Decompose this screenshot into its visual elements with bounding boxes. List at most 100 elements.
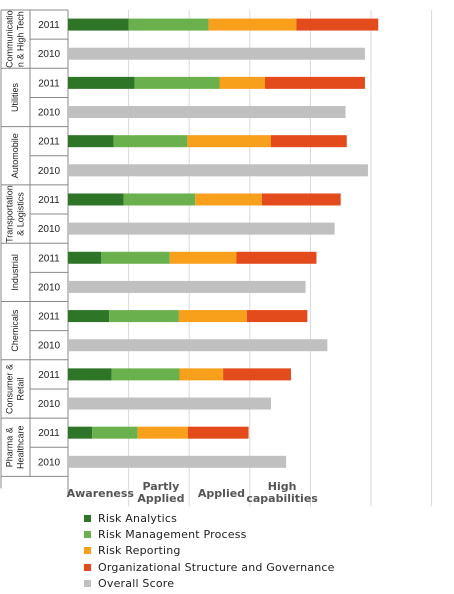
x-tick-label-line: Applied [137,492,184,505]
category-label: Industrial [10,254,20,291]
category-label-line: Consumer & [5,364,15,414]
bar-segment [68,193,124,206]
legend-swatch [84,514,91,522]
bar-overall [68,47,365,60]
year-label: 2010 [38,457,61,468]
bar-segment [208,18,297,31]
bar-overall [68,164,368,177]
bar-segment [68,135,114,148]
bar-overall [68,280,306,293]
bar-segment [246,310,308,323]
bar-segment [223,368,292,381]
x-tick-label: Awareness [67,487,135,500]
year-label: 2011 [38,137,60,148]
year-label: 2011 [38,428,60,439]
bar-segment [113,135,188,148]
category-label-line: Pharma & [5,427,15,467]
bar-segment [128,18,209,31]
bar-segment [169,251,237,264]
bar-segment [187,135,272,148]
x-tick-label-line: Partly [142,480,179,493]
bar-segment [134,76,220,89]
legend-label: Risk Analytics [98,511,178,525]
year-label: 2010 [38,341,61,352]
category-label: Automobile [10,133,20,178]
legend-swatch [84,563,91,571]
legend-item: Organizational Structure and Governance [84,559,335,575]
bar-overall [68,339,328,352]
category-label-line: Healthcare [16,425,26,469]
bar-segment [187,426,249,439]
bar-segment [68,426,93,439]
year-label: 2011 [38,312,60,323]
category-label-line: Communicatio [5,10,15,68]
category-label-line: & Logistics [16,192,26,236]
year-label: 2010 [38,108,61,119]
category-label: Transportation& Logistics [5,185,26,243]
year-label: 2010 [38,224,61,235]
year-label: 2011 [38,253,60,264]
category-label: Consumer &Retail [5,364,26,414]
year-label: 2011 [38,370,60,381]
legend-label: Organizational Structure and Governance [98,560,335,574]
bar-segment [271,135,347,148]
bar-segment [178,310,247,323]
category-label-line: Chemicals [10,309,20,352]
bar-segment [195,193,262,206]
category-label-line: Automobile [10,133,20,178]
category-label: Communication & High Tech [5,10,26,68]
bar-segment [179,368,224,381]
bar-segment [111,368,180,381]
x-tick-label-line: Awareness [67,487,135,500]
bar-segment [68,18,129,31]
legend-item: Risk Management Process [84,526,335,542]
bar-segment [137,426,188,439]
legend-swatch [84,531,91,539]
year-label: 2011 [38,195,60,206]
chart: Communication & High Tech 2011 2010 Utiliti… [0,9,433,507]
bar-segment [261,193,341,206]
legend-label: Risk Management Process [98,528,247,542]
legend-label: Overall Score [98,577,175,591]
x-tick-label-line: capabilities [246,492,318,505]
category-label: Pharma &Healthcare [5,425,26,469]
bar-segment [101,251,170,264]
x-tick-label: High capabilities [246,480,318,505]
year-label: 2011 [38,78,60,89]
bar-overall [68,106,346,119]
bar-segment [68,251,102,264]
category-label: Utilities [10,82,20,112]
bar-segment [68,310,110,323]
legend-label: Risk Reporting [98,544,181,558]
bar-overall [68,222,335,235]
bar-segment [296,18,379,31]
category-label-line: Retail [16,377,26,400]
x-tick-label-line: Applied [198,487,245,500]
bar-segment [68,76,135,89]
chart-legend: Risk Analytics Risk Management Process Ris… [84,510,335,592]
bar-segment [264,76,365,89]
legend-item: Risk Reporting [84,543,335,559]
category-label-line: n & High Tech [16,11,26,67]
year-label: 2010 [38,399,61,410]
category-label-line: Industrial [10,254,20,291]
year-label: 2010 [38,49,61,60]
legend-item: Risk Analytics [84,510,335,526]
bar-segment [123,193,196,206]
legend-swatch [84,580,91,588]
legend-item: Overall Score [84,576,335,592]
category-label-line: Transportation [5,185,15,243]
bar-overall [68,397,272,410]
bar-segment [68,368,112,381]
category-label: Chemicals [10,309,20,352]
year-label: 2011 [38,20,60,31]
x-tick-label: Partly Applied [137,480,184,505]
category-label-line: Utilities [10,82,20,112]
x-tick-label: Applied [198,487,245,500]
bar-segment [92,426,138,439]
year-label: 2010 [38,282,61,293]
bar-overall [68,455,287,468]
bar-segment [109,310,179,323]
bar-segment [236,251,317,264]
year-label: 2010 [38,166,61,177]
